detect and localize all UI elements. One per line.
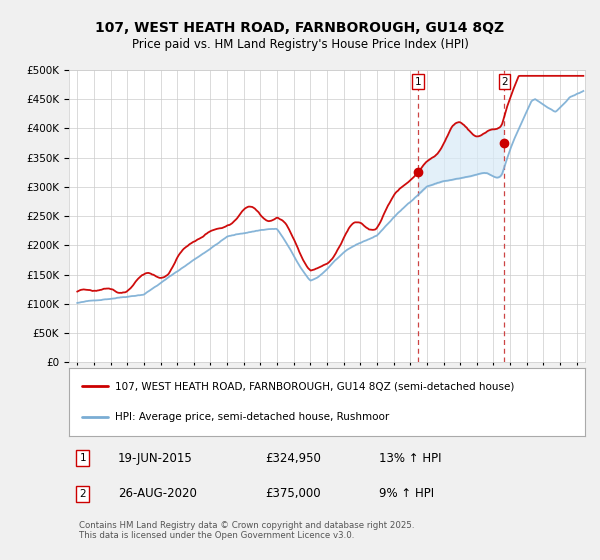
Text: Price paid vs. HM Land Registry's House Price Index (HPI): Price paid vs. HM Land Registry's House … [131,38,469,51]
Text: £375,000: £375,000 [265,487,321,501]
Text: 1: 1 [415,77,421,87]
Text: 1: 1 [79,453,86,463]
Text: 19-JUN-2015: 19-JUN-2015 [118,452,193,465]
Text: Contains HM Land Registry data © Crown copyright and database right 2025.
This d: Contains HM Land Registry data © Crown c… [79,521,415,540]
Text: 107, WEST HEATH ROAD, FARNBOROUGH, GU14 8QZ: 107, WEST HEATH ROAD, FARNBOROUGH, GU14 … [95,21,505,35]
Text: 26-AUG-2020: 26-AUG-2020 [118,487,197,501]
Text: 9% ↑ HPI: 9% ↑ HPI [379,487,434,501]
Text: £324,950: £324,950 [265,452,321,465]
Text: 13% ↑ HPI: 13% ↑ HPI [379,452,441,465]
Text: 2: 2 [501,77,508,87]
Text: 107, WEST HEATH ROAD, FARNBOROUGH, GU14 8QZ (semi-detached house): 107, WEST HEATH ROAD, FARNBOROUGH, GU14 … [115,381,515,391]
Text: HPI: Average price, semi-detached house, Rushmoor: HPI: Average price, semi-detached house,… [115,412,389,422]
Text: 2: 2 [79,489,86,499]
